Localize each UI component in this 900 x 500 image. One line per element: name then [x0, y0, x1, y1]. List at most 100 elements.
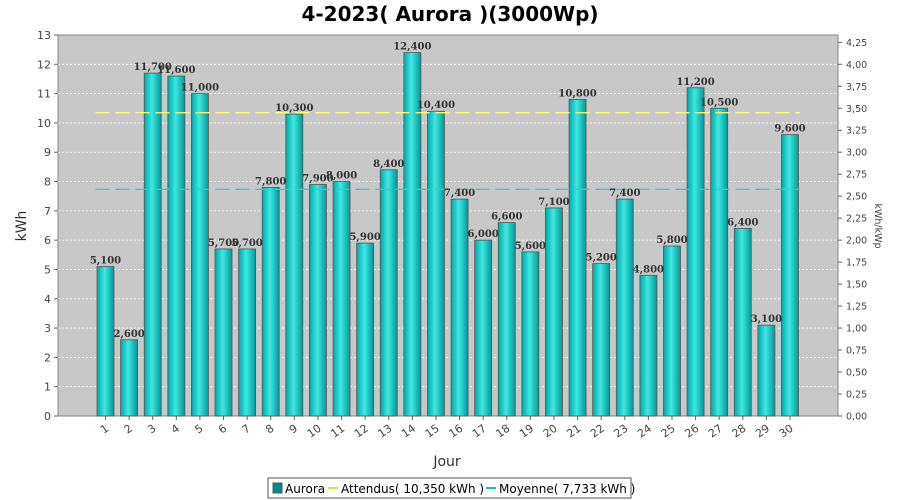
- bar-day-12: [356, 242, 375, 417]
- bar-day-19: [521, 251, 540, 417]
- bar-day-13: [379, 169, 398, 417]
- value-label-day-4: 11,600: [157, 65, 195, 76]
- bar-day-24: [639, 274, 658, 417]
- value-label-day-9: 10,300: [275, 103, 313, 114]
- x-tick-label: 8: [263, 422, 276, 437]
- x-tick-label: 11: [328, 422, 347, 441]
- reference-lines: [95, 112, 800, 191]
- chart-title: 4-2023( Aurora )(3000Wp): [301, 2, 598, 26]
- value-label-day-15: 10,400: [417, 100, 455, 111]
- bar-day-10: [309, 184, 327, 417]
- value-label-day-19: 5,600: [515, 241, 546, 252]
- x-tick-label: 6: [216, 422, 229, 437]
- bar-day-5: [191, 93, 209, 417]
- y-tick-label: 5: [44, 263, 51, 276]
- value-label-day-14: 12,400: [393, 42, 431, 53]
- bar-day-14: [403, 52, 422, 417]
- legend-entry-moyenne: Moyenne( 7,733 kWh ): [499, 482, 635, 496]
- x-tick-label: 1: [98, 422, 111, 437]
- x-tick-label: 5: [192, 422, 205, 437]
- value-label-day-16: 7,400: [444, 188, 475, 199]
- y2-tick-label: 3,00: [846, 148, 867, 159]
- value-label-day-7: 5,700: [231, 238, 262, 249]
- value-label-day-25: 5,800: [656, 235, 687, 246]
- y-axis-label: kWh: [14, 211, 30, 242]
- y-tick-label: 6: [44, 234, 51, 247]
- y2-tick-label: 0,50: [846, 368, 867, 379]
- value-label-day-20: 7,100: [538, 197, 569, 208]
- bar-day-1: [96, 266, 115, 417]
- value-label-day-13: 8,400: [373, 159, 404, 170]
- legend-box: [267, 477, 632, 499]
- y2-tick-label: 2,00: [846, 236, 867, 247]
- y-tick-label: 2: [44, 351, 51, 364]
- bar-day-27: [710, 107, 729, 417]
- bar-day-21: [568, 99, 587, 417]
- x-tick-label: 28: [730, 422, 749, 441]
- y2-tick-label: 1,75: [846, 258, 867, 269]
- y-tick-label: 0: [44, 410, 51, 423]
- y-tick-label: 1: [44, 381, 51, 394]
- value-label-day-22: 5,200: [586, 253, 617, 264]
- bar-day-30: [781, 134, 799, 417]
- x-tick-label: 24: [635, 422, 654, 441]
- x-tick-label: 9: [287, 422, 300, 437]
- x-tick-label: 26: [682, 422, 701, 441]
- y2-tick-label: 4,25: [846, 38, 867, 49]
- x-tick-label: 21: [564, 422, 583, 441]
- value-label-day-5: 11,000: [181, 83, 219, 94]
- bar-day-11: [332, 181, 351, 417]
- bar-day-15: [427, 110, 445, 417]
- bar-day-4: [167, 75, 186, 417]
- y2-tick-label: 2,75: [846, 170, 867, 181]
- y2-tick-label: 4,00: [846, 60, 867, 71]
- legend: Aurora Attendus( 10,350 kWh ) Moyenne( 7…: [267, 477, 635, 499]
- x-tick-label: 22: [588, 422, 607, 441]
- y-tick-label: 12: [37, 58, 51, 71]
- bar-day-28: [733, 228, 752, 417]
- value-label-day-10: 7,900: [302, 173, 333, 184]
- x-tick-label: 7: [240, 422, 253, 437]
- y-tick-label: 7: [44, 205, 51, 218]
- value-label-day-21: 10,800: [558, 88, 596, 99]
- y-tick-label: 4: [44, 293, 51, 306]
- value-label-day-1: 5,100: [90, 256, 121, 267]
- y2-tick-label: 1,25: [846, 302, 867, 313]
- y2-tick-label: 3,75: [846, 82, 867, 93]
- value-label-day-11: 8,000: [326, 171, 357, 182]
- value-label-day-23: 7,400: [609, 188, 640, 199]
- x-tick-label: 19: [517, 422, 536, 441]
- y2-tick-label: 1,00: [846, 324, 867, 335]
- x-axis: 1 2 3 4 5 6 7 8 9 10 11 12 13 14 15 16 17 18 19 20 21 22 23 24 2…: [98, 416, 796, 440]
- legend-swatch-aurora: [272, 482, 283, 494]
- x-tick-label: 13: [376, 422, 395, 441]
- value-label-day-12: 5,900: [349, 232, 380, 243]
- x-tick-label: 14: [399, 422, 418, 441]
- y-tick-label: 8: [44, 176, 51, 189]
- x-tick-label: 15: [423, 422, 442, 441]
- x-tick-label: 25: [659, 422, 678, 441]
- y2-axis-label: kWh/kWp: [872, 203, 883, 248]
- y2-tick-label: 1,50: [846, 280, 867, 291]
- y2-tick-label: 0,25: [846, 390, 867, 401]
- y2-tick-label: 2,50: [846, 192, 867, 203]
- bar-day-23: [615, 198, 634, 417]
- x-tick-label: 3: [145, 422, 158, 437]
- bar-day-8: [261, 186, 280, 417]
- y-tick-label: 13: [37, 29, 51, 42]
- value-label-day-18: 6,600: [491, 212, 522, 223]
- legend-entry-aurora: Aurora: [285, 482, 325, 496]
- grid-lines: [58, 63, 838, 388]
- y-tick-label: 11: [37, 88, 51, 101]
- y-axis-right: 0,00 0,25 0,50 0,75 1,00 1,25 1,50 1,75 2,00 2,25…: [838, 38, 867, 423]
- y-tick-label: 10: [37, 117, 51, 130]
- x-tick-label: 30: [777, 422, 796, 441]
- bar-day-22: [592, 263, 611, 417]
- y2-tick-label: 0,00: [846, 412, 867, 423]
- bar-day-7: [238, 248, 257, 417]
- legend-entry-attendus: Attendus( 10,350 kWh ): [341, 482, 484, 496]
- x-tick-label: 18: [494, 422, 513, 441]
